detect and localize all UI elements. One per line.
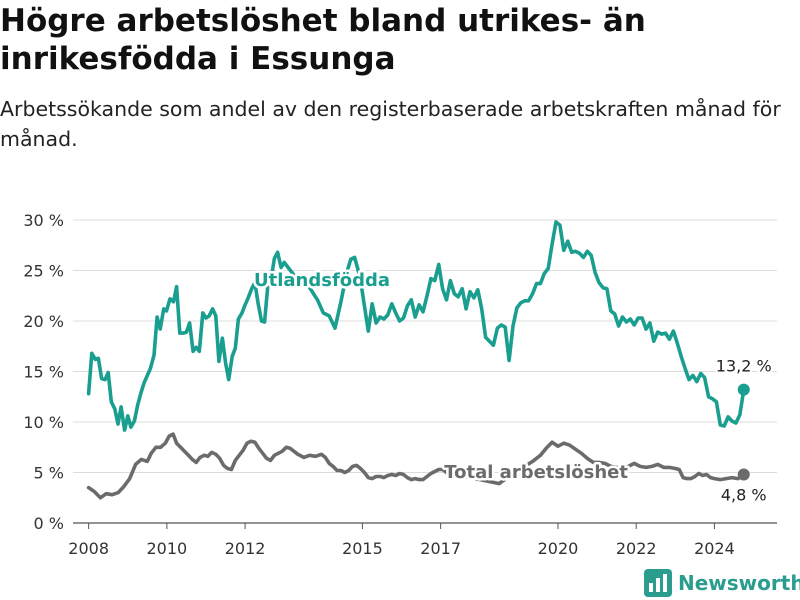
y-tick-label: 0 % xyxy=(34,514,64,533)
x-tick-label: 2008 xyxy=(68,539,109,558)
page-subtitle: Arbetssökande som andel av den registerb… xyxy=(0,97,781,151)
y-tick-label: 30 % xyxy=(23,211,64,230)
x-tick-label: 2020 xyxy=(538,539,579,558)
y-tick-label: 20 % xyxy=(23,312,64,331)
series-labels: Utlandsfödda Total arbetslöshet 13,2 % 4,8 … xyxy=(252,268,774,507)
x-tick-label: 2017 xyxy=(420,539,461,558)
series-line-total-arbetsl-shet xyxy=(86,432,746,500)
series-line-utlandsf-dda xyxy=(86,220,746,432)
brand-name: Newsworthy xyxy=(678,571,800,595)
y-axis: 0 % 5 % 10 % 15 % 20 % 25 % 30 % xyxy=(23,211,64,533)
x-tick-label: 2012 xyxy=(225,539,266,558)
x-tick-label: 2010 xyxy=(147,539,188,558)
x-tick-label: 2022 xyxy=(616,539,657,558)
x-tick-label: 2015 xyxy=(342,539,383,558)
series-name-label: Total arbetslöshet xyxy=(444,462,628,483)
y-tick-label: 15 % xyxy=(23,363,64,382)
series-end-point xyxy=(737,468,750,481)
y-tick-label: 10 % xyxy=(23,413,64,432)
x-tick-label: 2024 xyxy=(694,539,735,558)
chart-grid xyxy=(73,219,777,524)
newsworthy-logo: Newsworthy xyxy=(644,568,800,598)
y-tick-label: 5 % xyxy=(34,464,64,483)
series-lines xyxy=(86,220,750,500)
series-end-point xyxy=(737,383,750,396)
series-end-value-label: 13,2 % xyxy=(716,357,772,376)
x-axis: 2008 2010 2012 2015 2017 2020 2022 2024 xyxy=(68,523,735,558)
page-title: Högre arbetslöshet bland utrikes- än inr… xyxy=(0,3,646,77)
y-tick-label: 25 % xyxy=(23,262,64,281)
series-name-label: Utlandsfödda xyxy=(254,270,390,291)
series-end-value-label: 4,8 % xyxy=(721,486,767,505)
bar-chart-logo-icon xyxy=(644,569,672,597)
